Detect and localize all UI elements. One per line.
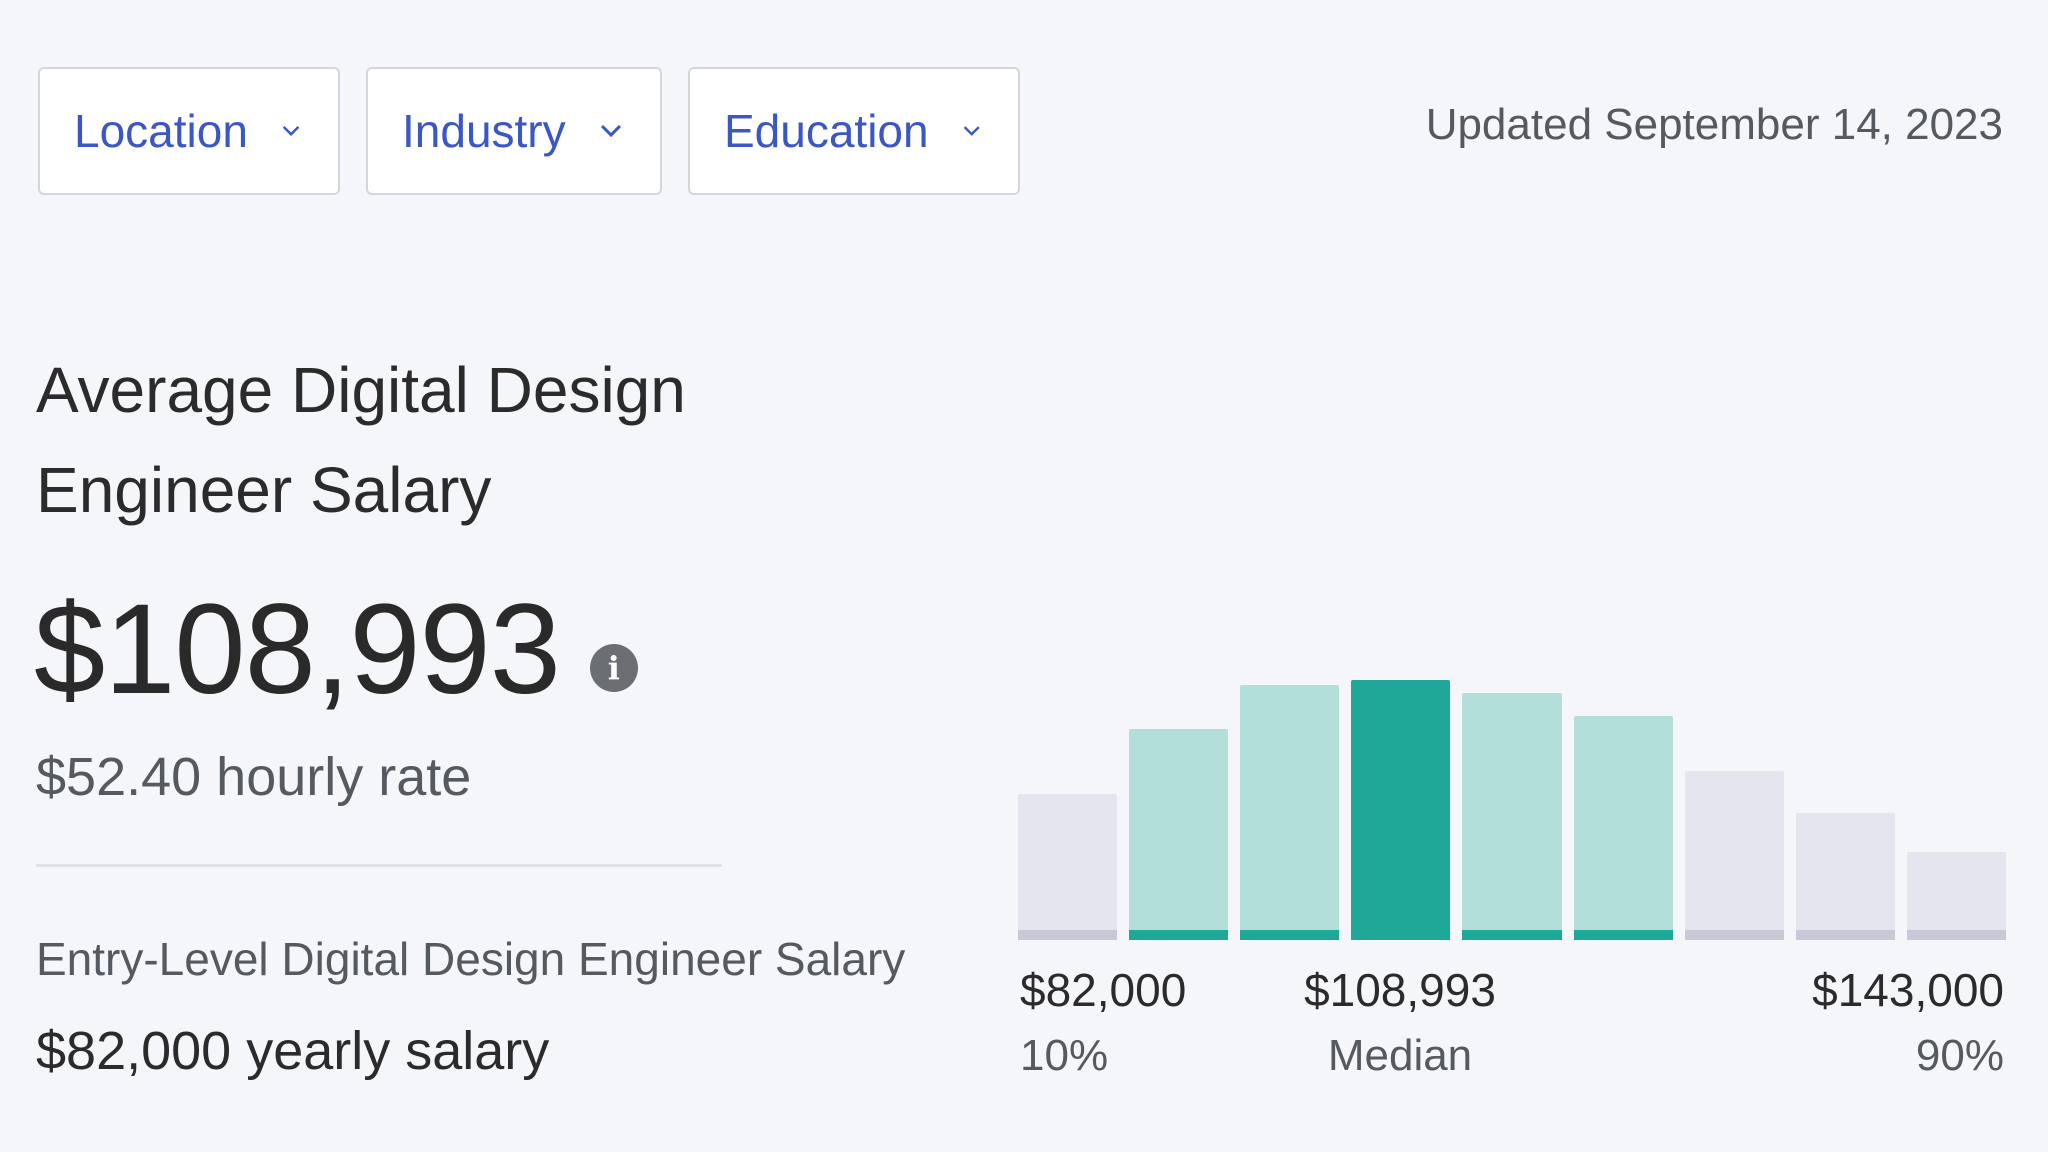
distribution-bar-base: [1018, 930, 1118, 940]
average-salary-row: $108,993 i: [34, 580, 638, 720]
median-salary-label: $108,993: [1304, 964, 1496, 1016]
distribution-bar-base: [1351, 930, 1451, 940]
industry-filter-label: Industry: [402, 105, 566, 157]
page-title-line-1: Average Digital Design: [36, 354, 686, 426]
hourly-rate: $52.40 hourly rate: [36, 747, 472, 807]
info-icon[interactable]: i: [589, 644, 638, 692]
updated-date: Updated September 14, 2023: [1425, 100, 2003, 149]
education-filter-button[interactable]: Education: [688, 67, 1020, 195]
entry-level-value: $82,000 yearly salary: [36, 1021, 550, 1081]
entry-level-label: Entry-Level Digital Design Engineer Sala…: [36, 933, 906, 985]
divider: [36, 864, 722, 867]
high-percentile-label: 90%: [1915, 1031, 2004, 1080]
distribution-bar-3: [1240, 685, 1340, 940]
industry-filter-button[interactable]: Industry: [366, 67, 662, 195]
distribution-bar-base: [1129, 930, 1229, 940]
location-filter-label: Location: [74, 105, 248, 157]
distribution-bar-9: [1906, 852, 2006, 940]
distribution-bar-1: [1018, 794, 1118, 940]
distribution-bar-base: [1906, 930, 2006, 940]
distribution-bar-5: [1462, 693, 1562, 940]
distribution-bar-base: [1462, 930, 1562, 940]
low-salary-label: $82,000: [1020, 964, 1187, 1016]
education-filter-label: Education: [724, 105, 929, 157]
low-percentile-label: 10%: [1020, 1031, 1109, 1080]
chevron-down-icon: [600, 124, 622, 138]
distribution-bar-base: [1684, 930, 1784, 940]
salary-distribution-labels: $82,000 10% $108,993 Median $143,000 90%: [1018, 955, 2006, 1095]
distribution-bar-6: [1573, 716, 1673, 940]
distribution-bar-base: [1240, 930, 1340, 940]
chevron-down-icon: [963, 126, 980, 136]
distribution-bar-4: [1351, 680, 1451, 940]
distribution-bar-2: [1129, 729, 1229, 940]
filter-bar: Location Industry Education: [38, 67, 1020, 195]
location-filter-button[interactable]: Location: [38, 67, 340, 195]
distribution-bar-base: [1795, 930, 1895, 940]
median-percentile-label: Median: [1327, 1031, 1473, 1080]
chevron-down-icon: [282, 126, 300, 137]
distribution-bar-base: [1573, 930, 1673, 940]
distribution-bar-8: [1795, 813, 1895, 940]
page-title-line-2: Engineer Salary: [36, 454, 492, 526]
salary-distribution-chart: [1018, 640, 2006, 940]
high-salary-label: $143,000: [1812, 964, 2004, 1016]
average-salary-value: $108,993: [34, 578, 561, 721]
distribution-bar-7: [1684, 771, 1784, 940]
page-title: Average Digital Design Engineer Salary: [36, 340, 736, 540]
